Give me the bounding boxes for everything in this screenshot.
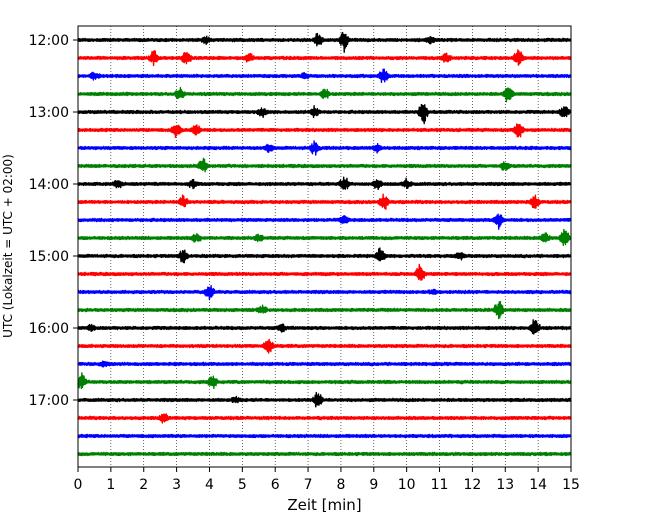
x-tick-label: 8 [336,477,345,493]
y-axis-label: UTC (Lokalzeit = UTC + 02:00) [1,154,15,338]
x-tick-label: 10 [398,477,416,493]
seismic-trace [77,451,572,457]
trace-path [77,49,572,67]
trace-path [77,213,572,230]
trace-path [77,338,572,354]
seismic-trace [77,433,572,439]
trace-path [77,176,572,191]
seismic-trace [77,372,572,390]
seismic-trace [77,49,572,67]
seismic-trace [77,140,572,156]
seismic-trace [77,176,572,191]
trace-path [77,31,572,53]
seismic-trace [77,157,572,173]
seismic-trace [77,338,572,354]
seismic-trace [77,123,572,138]
x-tick-label: 6 [271,477,280,493]
trace-path [77,391,572,408]
x-tick-label: 4 [205,477,214,493]
y-tick-label: 15:00 [29,249,69,265]
seismic-trace [77,193,572,210]
trace-path [77,68,572,84]
trace-path [77,451,572,457]
seismic-trace [77,247,572,264]
seismic-trace [77,86,572,103]
seismic-trace [77,103,572,125]
x-axis-label: Zeit [min] [287,496,361,514]
x-tick-label: 14 [529,477,547,493]
trace-path [77,285,572,301]
x-tick-label: 0 [74,477,83,493]
seismic-trace [77,68,572,84]
trace-path [77,300,572,320]
trace-path [77,103,572,125]
seismic-trace [77,300,572,320]
x-tick-label: 5 [238,477,247,493]
y-tick-label: 12:00 [29,33,69,49]
seismic-trace [77,228,572,247]
x-tick-label: 3 [172,477,181,493]
plot-frame [77,25,572,468]
y-tick-label: 17:00 [29,393,69,409]
trace-path [77,123,572,138]
x-tick-label: 13 [496,477,514,493]
seismic-trace [77,319,572,335]
x-tick-label: 15 [562,477,580,493]
x-axis-ticks: 0 1 2 3 4 5 6 7 8 9 10 11 12 13 14 15 [74,467,580,493]
x-tick-label: 11 [431,477,449,493]
y-tick-label: 13:00 [29,105,69,121]
seismic-trace [77,31,572,53]
trace-path [77,319,572,335]
trace-path [77,193,572,210]
seismic-trace [77,285,572,301]
seismic-traces [77,31,572,457]
trace-path [77,247,572,264]
trace-path [77,157,572,173]
trace-path [77,228,572,247]
x-tick-label: 2 [139,477,148,493]
trace-path [77,360,572,368]
seismic-trace [77,360,572,368]
trace-path [77,372,572,390]
x-tick-label: 7 [304,477,313,493]
seismic-trace [77,263,572,281]
trace-path [77,263,572,281]
trace-path [77,140,572,156]
trace-path [77,86,572,103]
trace-path [77,433,572,439]
trace-path [77,413,572,424]
x-tick-label: 1 [106,477,115,493]
x-tick-label: 12 [463,477,481,493]
y-tick-label: 16:00 [29,321,69,337]
y-tick-label: 14:00 [29,177,69,193]
seismic-trace [77,213,572,230]
x-tick-label: 9 [369,477,378,493]
seismic-trace [77,413,572,424]
seismic-trace [77,391,572,408]
y-axis-ticks: 12:00 13:00 14:00 15:00 16:00 17:00 [29,33,78,409]
